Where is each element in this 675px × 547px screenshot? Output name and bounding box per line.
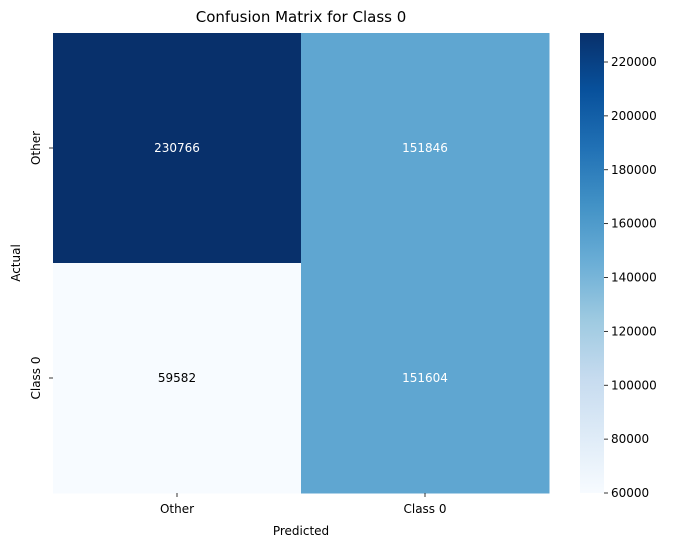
colorbar-ticks: 60000 80000 100000 120000 140000 160000 180000… [604, 55, 657, 500]
heatmap-cell [301, 263, 550, 494]
colorbar-tick-label: 160000 [611, 217, 657, 231]
colorbar-tick-label: 100000 [611, 378, 657, 392]
colorbar-tick-label: 80000 [611, 432, 649, 446]
colorbar-tick-label: 180000 [611, 163, 657, 177]
colorbar-tick-label: 60000 [611, 486, 649, 500]
x-tick-label: Class 0 [403, 502, 446, 516]
cell-value-label: 230766 [154, 141, 200, 155]
y-axis-label: Actual [9, 244, 23, 282]
y-tick-label: Class 0 [29, 356, 43, 399]
chart-title: Confusion Matrix for Class 0 [196, 8, 407, 26]
colorbar-tick-label: 140000 [611, 271, 657, 285]
colorbar [580, 33, 604, 493]
y-tick-label: Other [29, 131, 43, 165]
heatmap-cell [53, 263, 302, 494]
x-axis-label: Predicted [273, 524, 329, 538]
x-axis-ticks: Other Class 0 [160, 493, 447, 516]
colorbar-tick-label: 220000 [611, 55, 657, 69]
cell-value-label: 151846 [402, 141, 448, 155]
heatmap-cell [53, 33, 302, 264]
colorbar-tick-label: 120000 [611, 324, 657, 338]
colorbar-tick-label: 200000 [611, 109, 657, 123]
heatmap-cell [301, 33, 550, 264]
x-tick-label: Other [160, 502, 194, 516]
y-axis-ticks: Other Class 0 [29, 131, 53, 400]
cell-value-label: 59582 [158, 371, 196, 385]
heatmap-cells: 230766 151846 59582 151604 [53, 33, 550, 494]
cell-value-label: 151604 [402, 371, 448, 385]
